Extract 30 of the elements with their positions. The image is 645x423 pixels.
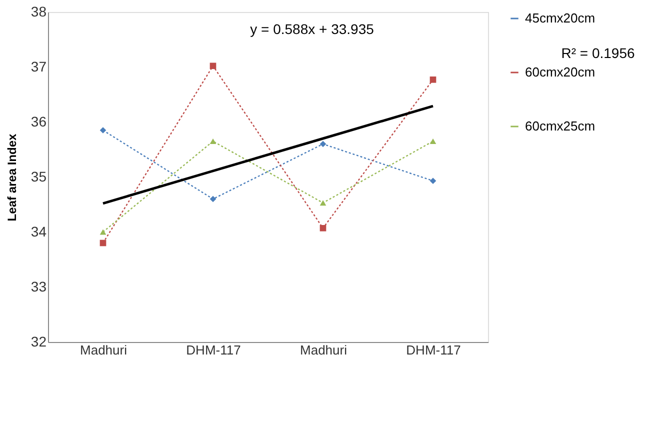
y-tick-label: 38 bbox=[30, 4, 47, 20]
point bbox=[100, 229, 106, 235]
point bbox=[210, 196, 216, 202]
legend-label: 60cmx25cm bbox=[525, 118, 596, 134]
point bbox=[100, 240, 106, 246]
line-series bbox=[102, 104, 434, 205]
y-tick-label: 34 bbox=[30, 224, 47, 240]
x-tick-label: DHM-117 bbox=[406, 342, 461, 358]
x-tick-label: DHM-117 bbox=[186, 342, 241, 358]
y-tick-label: 36 bbox=[30, 114, 47, 130]
point bbox=[320, 140, 326, 148]
text: R² = 0.1956 bbox=[561, 45, 635, 61]
x-tick-label: Madhuri bbox=[300, 342, 348, 358]
x-tick-label: Madhuri bbox=[80, 342, 128, 358]
point bbox=[210, 62, 216, 70]
point bbox=[430, 138, 436, 144]
point bbox=[100, 127, 106, 134]
annotation: y = 0.588x + 33.935 bbox=[250, 21, 374, 37]
legend-label: 60cmx20cm bbox=[525, 64, 596, 80]
point bbox=[210, 138, 216, 144]
y-tick-label: 33 bbox=[30, 278, 47, 294]
y-tick-label: 32 bbox=[30, 334, 47, 350]
point bbox=[320, 200, 326, 206]
point bbox=[430, 76, 436, 83]
y-tick-label: 37 bbox=[30, 58, 47, 74]
y-tick-label: 35 bbox=[30, 168, 47, 184]
point bbox=[320, 224, 326, 232]
legend-label: 45cmx20cm bbox=[525, 10, 596, 26]
point bbox=[430, 178, 436, 184]
y-axis-title: Leaf area Index bbox=[4, 133, 19, 222]
